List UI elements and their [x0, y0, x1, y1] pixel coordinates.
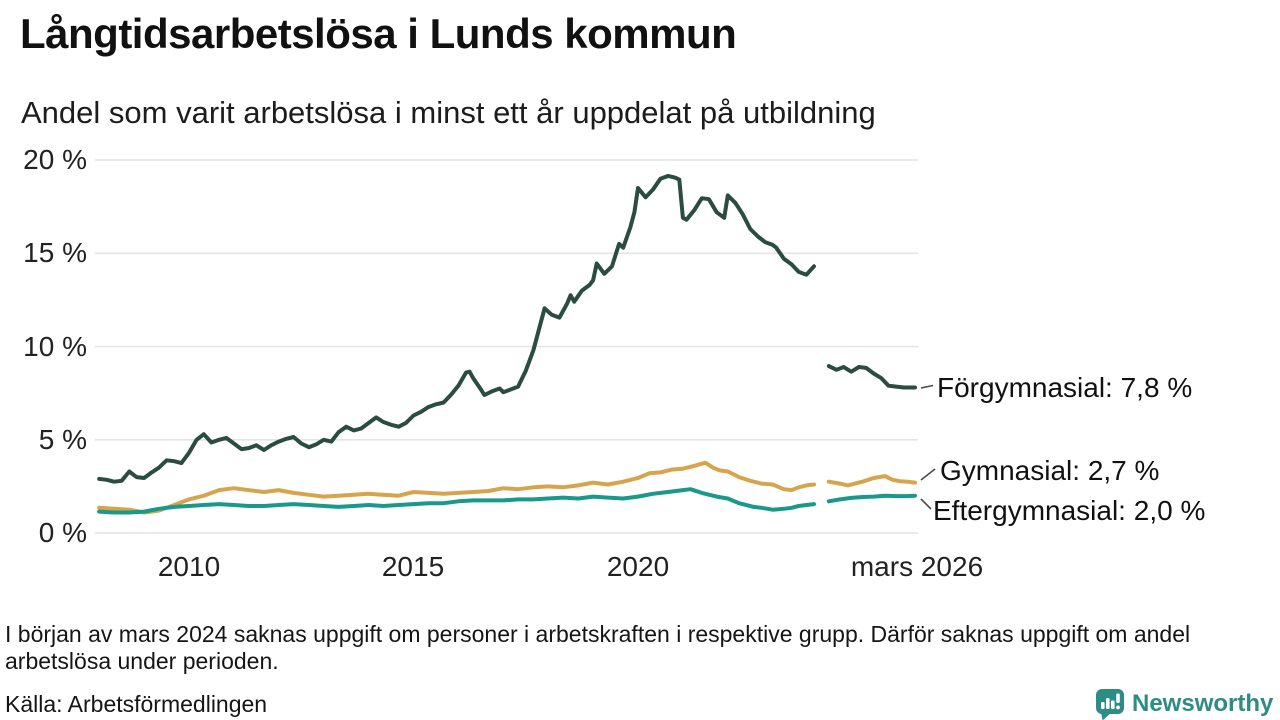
chart-footnote: I början av mars 2024 saknas uppgift om … — [5, 621, 1191, 674]
chart-subtitle: Andel som varit arbetslösa i minst ett å… — [21, 95, 876, 130]
label-connector-forgymnasial — [920, 384, 934, 389]
page-title: Långtidsarbetslösa i Lunds kommun — [20, 10, 737, 57]
series-label-gymnasial: Gymnasial: 2,7 % — [940, 455, 1160, 486]
x-axis-tick-2015: 2015 — [381, 551, 445, 582]
series-line-forgymnasial — [97, 173, 816, 484]
label-connector-gymnasial — [920, 468, 936, 481]
series-line-gymnasial — [97, 460, 816, 515]
source-note: Källa: Arbetsförmedlingen — [5, 691, 268, 717]
y-axis-tick-20: 20 % — [23, 144, 87, 175]
series-line-gymnasial — [826, 474, 917, 488]
newsworthy-logo-text: Newsworthy — [1132, 690, 1274, 717]
y-axis-tick-5: 5 % — [38, 424, 87, 455]
label-connector-eftergymnasial — [920, 498, 932, 510]
series-label-eftergymnasial: Eftergymnasial: 2,0 % — [933, 495, 1206, 526]
y-axis-tick-15: 15 % — [23, 237, 87, 268]
series-lines — [97, 173, 917, 515]
series-line-eftergymnasial — [826, 493, 917, 504]
y-axis-tick-10: 10 % — [23, 331, 87, 362]
series-line-forgymnasial — [826, 364, 917, 390]
x-axis-tick-mars-2026: mars 2026 — [850, 551, 984, 582]
y-axis-tick-0: 0 % — [38, 517, 87, 548]
gridlines — [95, 159, 918, 534]
x-axis-tick-2010: 2010 — [157, 551, 221, 582]
newsworthy-logo-icon — [1096, 689, 1124, 720]
series-line-eftergymnasial — [97, 487, 816, 515]
x-axis-tick-2020: 2020 — [606, 551, 670, 582]
label-connectors — [920, 384, 936, 510]
series-label-forgymnasial: Förgymnasial: 7,8 % — [937, 372, 1193, 403]
